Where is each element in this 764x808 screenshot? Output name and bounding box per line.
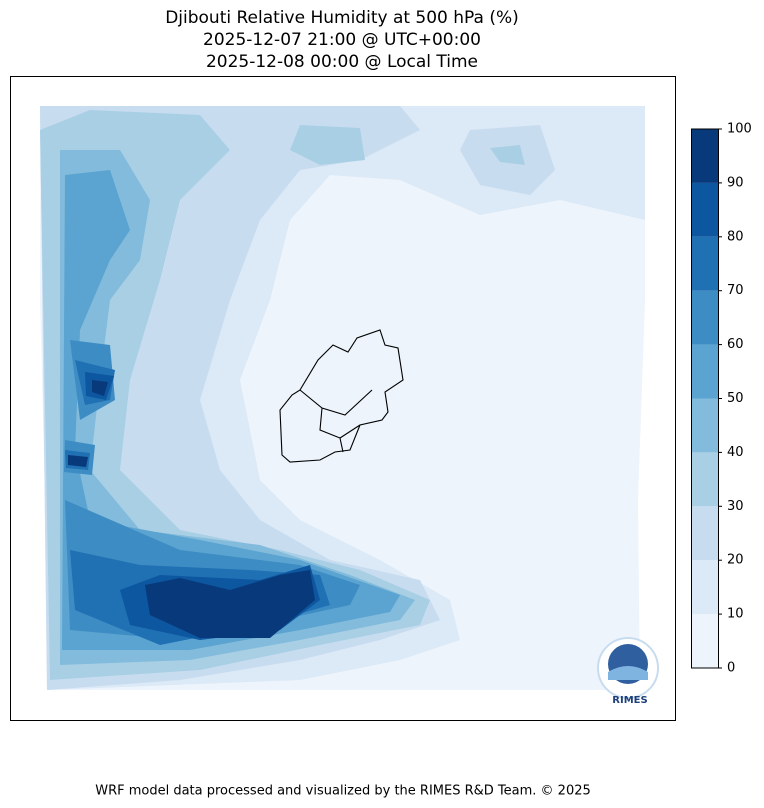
contour [65, 360, 330, 645]
colorbar-segment [691, 236, 718, 291]
humidity-field [40, 106, 645, 690]
colorbar-tick-label: 30 [727, 499, 744, 514]
colorbar-segment [691, 182, 718, 237]
contour [68, 380, 315, 638]
title-line: 2025-12-07 21:00 @ UTC+00:00 [203, 30, 481, 50]
colorbar-tick-label: 10 [727, 607, 744, 622]
logo-wave [608, 666, 648, 680]
colorbar-tick-label: 40 [727, 445, 744, 460]
footer: WRF model data processed and visualized … [95, 784, 591, 799]
colorbar-segment [691, 452, 718, 507]
colorbar-segment [691, 129, 718, 183]
colorbar-segment [691, 506, 718, 561]
colorbar-tick-label: 100 [727, 122, 752, 137]
contour [290, 125, 525, 165]
colorbar-segment [691, 614, 718, 668]
colorbar-segment [691, 560, 718, 615]
title-line: 2025-12-08 00:00 @ Local Time [206, 52, 478, 72]
colorbar-segment [691, 290, 718, 345]
colorbar: 0 10 20 30 40 50 60 70 80 90 100 [691, 122, 752, 676]
colorbar-tick-label: 60 [727, 337, 744, 352]
country-outline [279, 329, 404, 463]
title-line: Djibouti Relative Humidity at 500 hPa (%… [165, 8, 519, 28]
colorbar-tick-label: 20 [727, 553, 744, 568]
colorbar-tick-label: 0 [727, 661, 735, 676]
colorbar-tick-label: 80 [727, 229, 744, 244]
colorbar-tick-label: 50 [727, 391, 744, 406]
colorbar-segment [691, 344, 718, 399]
logo-text: RIMES [612, 695, 647, 706]
colorbar-tick-label: 90 [727, 175, 744, 190]
logo: RIMES [597, 637, 659, 706]
colorbar-segment [691, 398, 718, 453]
colorbar-tick-label: 70 [727, 283, 744, 298]
